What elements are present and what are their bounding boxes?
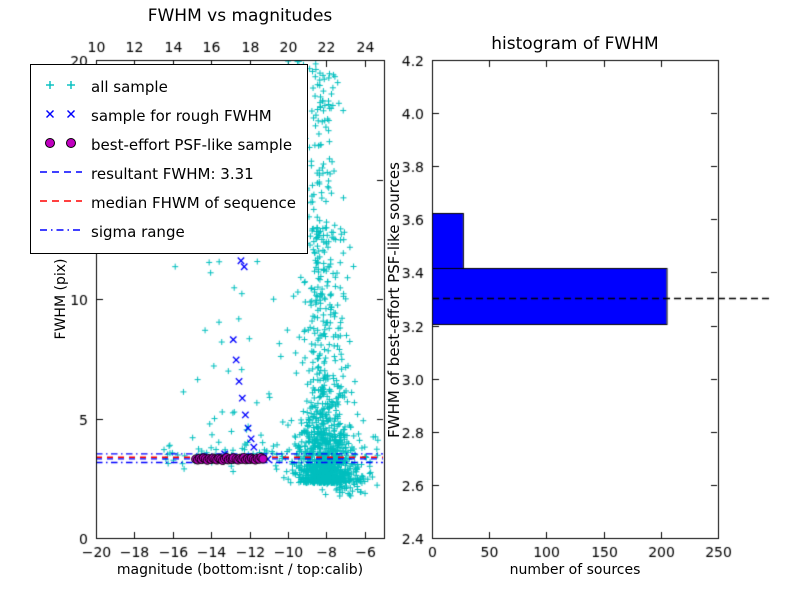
legend-marker-circle-icon [38, 133, 84, 157]
legend-entry-label: median FHWM of sequence [91, 193, 296, 212]
left-plot-title: FWHM vs magnitudes [147, 6, 333, 26]
dashdot-line-icon [40, 228, 82, 231]
plus-marker-icon [46, 80, 75, 89]
legend-marker-plus-icon [38, 75, 84, 99]
legend: all sample sample for rough FWHM best-effo… [30, 64, 308, 254]
legend-marker-dashed-icon [38, 191, 84, 215]
legend-entry: best-effort PSF-like sample [38, 130, 303, 159]
legend-marker-dashed-icon [38, 162, 84, 186]
legend-entry: sigma range [38, 217, 303, 246]
left-yaxis-label: FWHM (pix) [53, 258, 69, 340]
right-yaxis-label: FWHM of best-effort PSF-like sources [385, 162, 403, 438]
dashed-line-icon [40, 199, 82, 202]
legend-entry-label: resultant FWHM: 3.31 [91, 164, 254, 183]
legend-entry-label: sample for rough FWHM [91, 106, 272, 125]
legend-entry: median FHWM of sequence [38, 188, 303, 217]
left-xaxis-label: magnitude (bottom:isnt / top:calib) [116, 562, 364, 578]
legend-entry: all sample [38, 72, 303, 101]
legend-entry-label: all sample [91, 77, 168, 96]
right-xaxis-label: number of sources [509, 562, 641, 578]
legend-entry: sample for rough FWHM [38, 101, 303, 130]
right-plot-title: histogram of FWHM [491, 34, 659, 54]
legend-entry-label: sigma range [91, 222, 185, 241]
dashed-line-icon [40, 170, 82, 173]
legend-entry: resultant FWHM: 3.31 [38, 159, 303, 188]
legend-marker-x-icon [38, 104, 84, 128]
x-marker-icon [46, 109, 75, 118]
legend-marker-dashdot-icon [38, 220, 84, 244]
circle-marker-icon [45, 137, 76, 148]
legend-entry-label: best-effort PSF-like sample [91, 135, 293, 154]
